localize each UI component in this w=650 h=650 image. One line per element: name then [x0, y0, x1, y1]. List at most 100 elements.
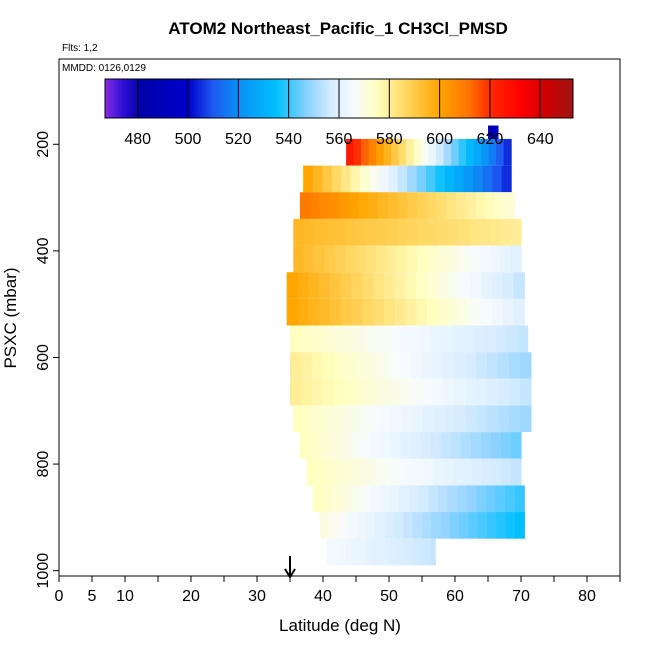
heatmap-cell	[313, 485, 324, 513]
heatmap-cell	[440, 512, 451, 539]
heatmap-cell	[373, 298, 385, 326]
heatmap-cell	[355, 352, 368, 379]
heatmap-cell	[413, 138, 422, 166]
heatmap-cell	[366, 352, 379, 379]
heatmap-cell	[394, 458, 405, 486]
heatmap-cell	[359, 165, 370, 193]
heatmap-cell	[516, 325, 529, 353]
heatmap-cell	[481, 138, 490, 166]
heatmap-cell	[491, 458, 503, 486]
heatmap-cell	[348, 192, 359, 219]
heatmap-cell	[410, 352, 422, 379]
heatmap-cell	[454, 165, 465, 193]
heatmap-cell	[334, 218, 346, 246]
heatmap-cell	[437, 485, 449, 513]
heatmap-cell	[335, 458, 347, 486]
heatmap-cell	[448, 245, 460, 273]
heatmap-cell	[391, 138, 400, 166]
heatmap-cell	[346, 538, 352, 566]
heatmap-cell	[459, 298, 471, 326]
heatmap-cell	[511, 458, 522, 486]
heatmap-cell	[452, 325, 464, 353]
heatmap-cell	[410, 378, 422, 406]
heatmap-cell	[462, 458, 473, 486]
heatmap-cell	[470, 432, 482, 459]
heatmap-cell	[454, 378, 466, 406]
heatmap-cell	[405, 298, 417, 326]
heatmap-cell	[286, 272, 299, 299]
heatmap-cell	[407, 245, 419, 273]
heatmap-cell	[475, 192, 486, 219]
heatmap-cell	[443, 458, 454, 486]
heatmap-cell	[502, 272, 515, 299]
heatmap-cell	[355, 378, 368, 406]
heatmap-cell	[390, 538, 397, 566]
heatmap-cell	[319, 512, 330, 539]
x-tick-label: 20	[182, 588, 200, 605]
y-axis-label: PSXC (mbar)	[1, 267, 20, 368]
heatmap-cell	[368, 192, 379, 219]
heatmap-cell	[485, 485, 497, 513]
heatmap-cell	[369, 165, 380, 193]
heatmap-cell	[427, 298, 439, 326]
heatmap-cell	[423, 458, 434, 486]
heatmap-cell	[409, 485, 420, 513]
heatmap-cell	[463, 165, 474, 193]
heatmap-cell	[497, 125, 499, 139]
heatmap-cell	[506, 325, 518, 353]
heatmap-cell	[488, 138, 497, 166]
heatmap-cell	[487, 352, 499, 379]
heatmap-cell	[394, 298, 407, 326]
heatmap-cell	[432, 352, 444, 379]
heatmap-cell	[427, 218, 439, 246]
heatmap-cell	[383, 298, 396, 326]
heatmap-cell	[329, 298, 342, 326]
heatmap-cell	[309, 432, 321, 459]
heatmap-cell	[386, 218, 398, 246]
heatmap-cell	[346, 138, 355, 166]
heatmap-cell	[472, 458, 483, 486]
heatmap-cell	[383, 272, 396, 299]
heatmap-cell	[380, 485, 391, 513]
heatmap-cell	[484, 325, 496, 353]
heatmap-cell	[427, 245, 439, 273]
heatmap-cell	[416, 165, 427, 193]
heatmap-cell	[330, 432, 341, 459]
heatmap-cell	[500, 432, 512, 459]
heatmap-cell	[375, 538, 382, 566]
heatmap-cell	[377, 192, 389, 219]
heatmap-cell	[347, 405, 359, 433]
heatmap-cell	[482, 165, 493, 193]
heatmap-cell	[500, 245, 512, 273]
heatmap-cell	[290, 378, 302, 406]
heatmap-cell	[360, 432, 371, 459]
heatmap-cell	[448, 298, 461, 326]
heatmap-cell	[322, 378, 335, 406]
heatmap-cell	[428, 138, 437, 166]
x-tick-label: 10	[116, 588, 134, 605]
heatmap-cell	[303, 165, 314, 193]
heatmap-cell	[331, 165, 342, 193]
heatmap-cell	[491, 272, 504, 299]
heatmap-cell	[470, 272, 482, 299]
heatmap-cell	[476, 352, 488, 379]
x-tick-label: 80	[578, 588, 596, 605]
heatmap-cell	[468, 512, 479, 539]
heatmap-cell	[500, 218, 512, 246]
heatmap-cell	[473, 165, 484, 193]
heatmap-cell	[458, 218, 470, 246]
heatmap-cell	[397, 192, 408, 219]
heatmap-cell	[353, 138, 362, 166]
heatmap-cell	[344, 378, 357, 406]
heatmap-cell	[436, 192, 447, 219]
heatmap-cell	[431, 512, 442, 539]
heatmap-cell	[308, 298, 320, 326]
heatmap-cell	[311, 352, 324, 379]
heatmap-cell	[405, 272, 417, 299]
heatmap-cell	[300, 352, 313, 379]
heatmap-cell	[437, 298, 450, 326]
heatmap-cell	[421, 352, 433, 379]
heatmap-cell	[519, 378, 532, 406]
heatmap-cell	[336, 538, 342, 566]
heatmap-cell	[438, 218, 450, 246]
